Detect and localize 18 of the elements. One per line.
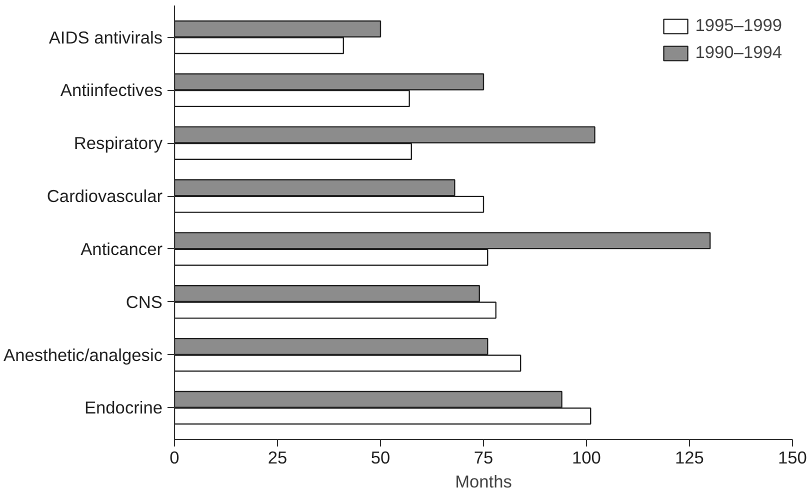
x-tick-label: 125	[675, 448, 704, 468]
y-tick-label: Anesthetic/analgesic	[4, 344, 163, 365]
legend-label: 1995–1999	[695, 15, 782, 36]
y-tick-label: Cardiovascular	[46, 186, 163, 206]
x-tick-label: 25	[268, 448, 288, 468]
x-tick-label: 75	[474, 448, 494, 468]
y-tick-label: Respiratory	[74, 133, 163, 154]
y-tick-label: Antiinfectives	[60, 80, 163, 100]
x-tick-label: 0	[170, 448, 180, 468]
legend-label: 1990–1994	[695, 42, 782, 63]
x-tick-label: 50	[370, 448, 390, 468]
y-tick-label: AIDS antivirals	[48, 27, 163, 48]
y-tick-label: CNS	[126, 292, 163, 312]
x-tick-label: 100	[572, 448, 601, 468]
x-tick-label: 150	[778, 448, 807, 468]
y-tick-label: Endocrine	[84, 398, 163, 418]
y-tick-label: Anticancer	[80, 238, 163, 259]
x-axis-title: Months	[455, 472, 512, 492]
